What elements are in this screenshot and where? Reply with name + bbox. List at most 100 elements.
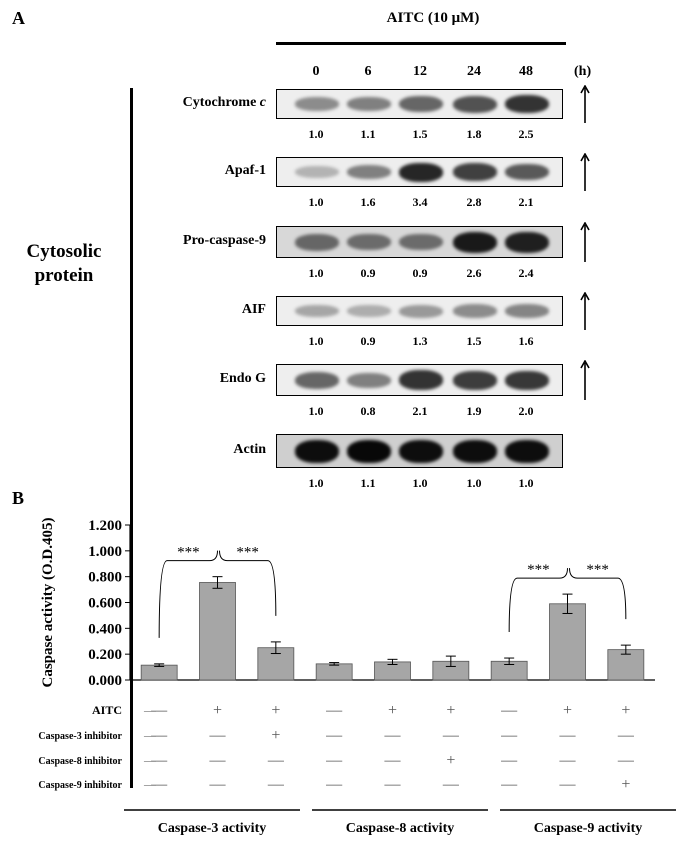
protein-band — [505, 440, 549, 463]
row-dash: — — [143, 728, 157, 742]
treatment-sign: — — [325, 752, 343, 769]
treatment-sign: — — [150, 727, 168, 744]
protein-band — [347, 305, 391, 317]
protein-band — [453, 163, 497, 181]
treatment-sign: — — [325, 776, 343, 793]
group-label: Caspase-3 activity — [158, 821, 267, 836]
blot-image — [276, 296, 563, 326]
treatment-sign: — — [384, 752, 402, 769]
protein-band — [347, 234, 391, 250]
treatment-sign: — — [500, 776, 518, 793]
protein-name-italic: c — [259, 95, 266, 110]
protein-label: Actin — [126, 442, 266, 458]
treatment-row-label: AITC — [92, 703, 122, 717]
time-point-label: 48 — [519, 64, 533, 79]
treatment-row-label: Caspase-3 inhibitor — [38, 731, 122, 742]
bar — [607, 649, 645, 681]
blot-image — [276, 364, 563, 396]
protein-label: Apaf-1 — [126, 163, 266, 179]
protein-band — [295, 166, 339, 178]
protein-band — [399, 440, 443, 463]
quantification-value: 2.1 — [412, 404, 428, 418]
treatment-sign: — — [267, 752, 285, 769]
protein-band — [453, 304, 497, 318]
quantification-value: 0.9 — [412, 266, 428, 280]
protein-band — [295, 305, 339, 317]
up-arrow-icon — [580, 360, 590, 400]
protein-band — [505, 164, 549, 180]
bar — [549, 603, 586, 681]
quantification-value: 2.6 — [466, 266, 482, 280]
quantification-value: 0.8 — [360, 404, 376, 418]
quantification-value: 2.0 — [518, 404, 534, 418]
row-dash: — — [143, 777, 157, 791]
protein-label: Cytochrome c — [126, 95, 266, 111]
treatment-sign: — — [150, 776, 168, 793]
blot-image — [276, 226, 563, 258]
treatment-sign: — — [267, 776, 285, 793]
y-tick-label: 0.800 — [88, 570, 122, 586]
treatment-sign: — — [442, 727, 460, 744]
significance-bracket — [158, 550, 218, 638]
quantification-value: 2.4 — [518, 266, 534, 280]
group-label: Caspase-8 activity — [346, 821, 455, 836]
treatment-sign: — — [209, 752, 227, 769]
quantification-value: 1.0 — [308, 404, 324, 418]
protein-band — [453, 440, 497, 463]
protein-band — [399, 234, 443, 250]
quantification-value: 1.6 — [518, 334, 534, 348]
bar — [315, 663, 353, 681]
blot-image — [276, 434, 563, 468]
time-point-label: 0 — [312, 64, 320, 79]
y-tick-label: 0.600 — [88, 596, 122, 612]
quantification-value: 1.0 — [308, 195, 324, 209]
bar — [199, 582, 236, 681]
treatment-row-label: Caspase-9 inhibitor — [38, 780, 122, 791]
side-label-line-1: Cytosolic — [26, 241, 102, 262]
treatment-sign: — — [617, 752, 635, 769]
quantification-value: 1.8 — [466, 127, 482, 141]
protein-band — [399, 370, 443, 390]
quantification-value: 1.6 — [360, 195, 376, 209]
treatment-sign: — — [325, 727, 343, 744]
up-arrow-icon — [580, 85, 590, 123]
up-arrow-icon — [580, 222, 590, 262]
caspase-activity-chart: 0.000 0.200 0.400 0.600 0.800 1.000 1.200 Caspa… — [38, 518, 676, 836]
up-arrow-icon — [580, 292, 590, 330]
treatment-sign: — — [500, 752, 518, 769]
treatment-sign: — — [442, 776, 460, 793]
protein-band — [453, 96, 497, 113]
significance-label: *** — [177, 545, 200, 561]
treatment-sign: — — [559, 776, 577, 793]
time-point-label: 12 — [413, 64, 427, 79]
treatment-sign: + — [446, 702, 455, 719]
quantification-value: 1.9 — [466, 404, 482, 418]
quantification-value: 1.0 — [308, 266, 324, 280]
treatment-sign: + — [271, 727, 280, 744]
y-tick-label: 1.200 — [88, 518, 122, 534]
protein-band — [347, 165, 391, 179]
treatment-sign: — — [209, 776, 227, 793]
treatment-sign: + — [213, 702, 222, 719]
protein-band — [399, 305, 443, 318]
quantification-value: 2.8 — [466, 195, 482, 209]
treatment-sign: + — [388, 702, 397, 719]
panel-b-letter: B — [12, 488, 25, 508]
side-label-line-2: protein — [34, 265, 94, 286]
quantification-value: 0.9 — [360, 266, 376, 280]
protein-band — [295, 234, 339, 251]
group-label: Caspase-9 activity — [534, 821, 643, 836]
significance-bracket — [569, 568, 627, 620]
protein-name: Pro-caspase-9 — [183, 233, 266, 248]
treatment-sign: — — [325, 702, 343, 719]
time-point-label: 24 — [467, 64, 481, 79]
treatment-sign: — — [209, 727, 227, 744]
blot-image — [276, 89, 563, 119]
protein-band — [347, 97, 391, 111]
protein-label: Pro-caspase-9 — [126, 233, 266, 249]
panel-a-letter: A — [12, 8, 25, 28]
treatment-sign: — — [617, 727, 635, 744]
protein-band — [347, 440, 391, 463]
protein-band — [505, 95, 549, 113]
protein-band — [505, 232, 549, 253]
